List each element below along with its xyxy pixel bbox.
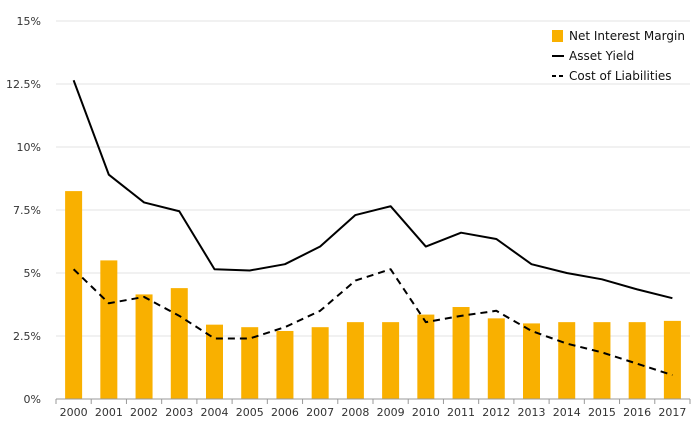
legend-label: Cost of Liabilities [569, 69, 672, 83]
x-tick-label: 2001 [95, 406, 123, 419]
bar-net-interest-margin [593, 322, 611, 399]
x-tick-label: 2002 [130, 406, 158, 419]
x-tick-label: 2017 [658, 406, 686, 419]
bar-net-interest-margin [311, 327, 329, 399]
x-tick-label: 2013 [518, 406, 546, 419]
bars-net-interest-margin [65, 191, 681, 399]
x-tick-label: 2011 [447, 406, 475, 419]
y-tick-label: 15% [17, 15, 41, 28]
x-tick-label: 2005 [236, 406, 264, 419]
line-series [72, 79, 673, 377]
bar-net-interest-margin [558, 322, 576, 399]
bar-net-interest-margin [170, 288, 188, 399]
bar-net-interest-margin [382, 322, 400, 399]
line-cost-of-liabilities [72, 268, 673, 377]
legend: Net Interest Margin Asset Yield Cost of Li… [552, 29, 685, 83]
y-tick-label: 7.5% [13, 204, 41, 217]
y-tick-label: 12.5% [6, 78, 41, 91]
x-tick-label: 2007 [306, 406, 334, 419]
legend-label: Asset Yield [569, 49, 634, 63]
y-tick-label: 10% [17, 141, 41, 154]
x-tick-label: 2016 [623, 406, 651, 419]
line-asset-yield [72, 79, 673, 300]
bar-net-interest-margin [346, 322, 364, 399]
x-tick-label: 2015 [588, 406, 616, 419]
bar-net-interest-margin [523, 323, 540, 399]
y-tick-label: 0% [24, 393, 41, 406]
y-tick-label: 2.5% [13, 330, 41, 343]
bar-net-interest-margin [417, 314, 435, 399]
bar-net-interest-margin [100, 260, 118, 399]
bar-net-interest-margin [663, 320, 681, 399]
axes: 0% 2.5% 5% 7.5% 10% 12.5% 15% 2000 2001 2002 2003 2… [6, 15, 691, 419]
bar-net-interest-margin [65, 191, 83, 399]
bar-net-interest-margin [241, 327, 259, 399]
bar-net-interest-margin [487, 318, 505, 399]
y-tick-label: 5% [24, 267, 41, 280]
x-tick-label: 2009 [377, 406, 405, 419]
x-tick-label: 2014 [553, 406, 581, 419]
x-tick-label: 2006 [271, 406, 299, 419]
bar-net-interest-margin [206, 324, 223, 399]
x-tick-label: 2004 [201, 406, 229, 419]
bar-net-interest-margin [135, 294, 153, 399]
x-tick-label: 2000 [60, 406, 88, 419]
legend-swatch-bar [552, 30, 563, 42]
bar-net-interest-margin [452, 307, 470, 399]
x-tick-label: 2003 [165, 406, 193, 419]
bar-net-interest-margin [276, 330, 294, 399]
x-tick-label: 2008 [341, 406, 369, 419]
legend-label: Net Interest Margin [569, 29, 685, 43]
x-tick-label: 2010 [412, 406, 440, 419]
bar-net-interest-margin [628, 322, 646, 399]
x-tick-label: 2012 [482, 406, 510, 419]
